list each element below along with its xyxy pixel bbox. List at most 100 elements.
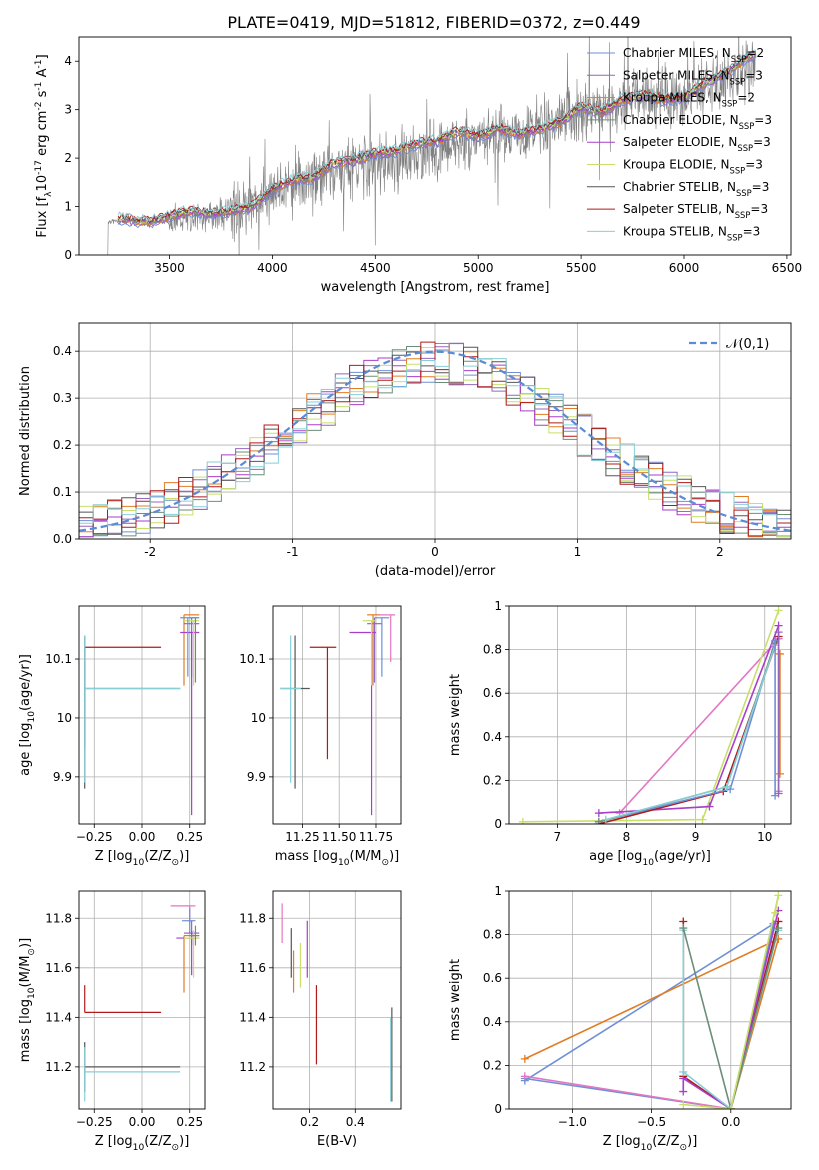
mass-weight-marker bbox=[726, 1105, 735, 1109]
mass-weight-marker bbox=[771, 908, 780, 917]
y-tick-label: 0.8 bbox=[483, 928, 502, 942]
x-tick-label: -2 bbox=[144, 545, 156, 559]
x-tick-label: 0.2 bbox=[300, 1115, 319, 1129]
mass-weight-marker bbox=[771, 636, 780, 645]
y-axis-label: mass [log10(M/M⊙)] bbox=[18, 938, 37, 1062]
y-tick-label: 0 bbox=[494, 1102, 502, 1116]
legend-entry: Chabrier STELIB, NSSP=3 bbox=[623, 180, 769, 198]
x-axis-label: mass [log10(M/M⊙)] bbox=[275, 849, 399, 868]
x-tick-label: 4000 bbox=[257, 261, 288, 275]
mass-weight-marker bbox=[774, 891, 783, 900]
legend-entry: Chabrier ELODIE, NSSP=3 bbox=[623, 113, 772, 131]
y-tick-label: 1 bbox=[494, 884, 502, 898]
mass-weight-marker bbox=[594, 817, 603, 824]
x-axis-label: Z [log10(Z/Z⊙)] bbox=[95, 1134, 190, 1153]
y-tick-label: 10.1 bbox=[239, 652, 266, 666]
mass-weight-marker bbox=[769, 919, 778, 928]
x-tick-label: 0.00 bbox=[129, 1115, 156, 1129]
mass-weight-marker bbox=[679, 1087, 688, 1096]
mass_vs_ebv-panel: 0.2 0.4 11.2 11.4 11.6 11.8 E(B-V) bbox=[239, 890, 402, 1149]
mass-weight-line bbox=[682, 927, 780, 1109]
x-tick-label: −1.0 bbox=[558, 1115, 587, 1129]
spectrum-panel: 3500 4000 4500 5000 5500 6000 6500 0 1 2 3 4 wavelen… bbox=[34, 36, 802, 295]
x-tick-label: 7 bbox=[554, 830, 562, 844]
plot-frame bbox=[508, 890, 792, 1110]
y-tick-label: 11.8 bbox=[239, 911, 266, 925]
y-tick-label: 0.4 bbox=[483, 1015, 502, 1029]
mass-weight-marker bbox=[698, 815, 707, 824]
model-spectrum-line bbox=[117, 49, 756, 221]
mass-weight-line bbox=[683, 895, 780, 1109]
y-axis-label: Normed distribution bbox=[18, 366, 33, 496]
y-tick-label: 10.1 bbox=[45, 652, 72, 666]
plot-frame bbox=[272, 890, 402, 1110]
y-tick-label: 10 bbox=[57, 711, 72, 725]
y-tick-label: 10 bbox=[251, 711, 266, 725]
y-tick-label: 0.4 bbox=[53, 344, 72, 358]
mass-weight-marker bbox=[775, 769, 784, 778]
mass-weight-marker bbox=[774, 789, 783, 798]
mass-weight-marker bbox=[518, 817, 527, 824]
y-tick-label: 0.2 bbox=[483, 773, 502, 787]
y-tick-label: 0 bbox=[494, 817, 502, 831]
x-tick-label: 0 bbox=[431, 545, 439, 559]
histogram-series bbox=[79, 358, 791, 537]
mass-weight-line bbox=[619, 638, 780, 814]
y-tick-label: 3 bbox=[64, 103, 72, 117]
y-tick-label: 9.9 bbox=[53, 770, 72, 784]
plot-frame bbox=[78, 890, 206, 1110]
y-tick-label: 11.2 bbox=[45, 1060, 72, 1074]
mass-weight-marker bbox=[679, 924, 688, 933]
mass-weight-line bbox=[682, 910, 780, 1109]
mass-weight-marker bbox=[722, 782, 731, 791]
x-tick-label: 0.4 bbox=[346, 1115, 365, 1129]
x-tick-label: −0.25 bbox=[76, 830, 113, 844]
y-tick-label: 0.1 bbox=[53, 485, 72, 499]
x-tick-label: 0.25 bbox=[176, 1115, 203, 1129]
x-axis-label: age [log10(age/yr)] bbox=[589, 849, 711, 868]
y-tick-label: 11.6 bbox=[239, 961, 266, 975]
y-tick-label: 11.4 bbox=[239, 1010, 266, 1024]
legend-entry: 𝒩(0,1) bbox=[726, 337, 769, 352]
x-tick-label: 10 bbox=[757, 830, 772, 844]
mass-weight-marker bbox=[520, 1054, 529, 1063]
y-tick-label: 11.6 bbox=[45, 961, 72, 975]
y-tick-label: 0.8 bbox=[483, 643, 502, 657]
y-tick-label: 0.2 bbox=[53, 438, 72, 452]
x-tick-label: 3500 bbox=[154, 261, 185, 275]
y-axis-label: mass weight bbox=[448, 674, 463, 756]
legend-entry: Kroupa MILES, NSSP=2 bbox=[623, 91, 755, 109]
x-tick-label: 8 bbox=[623, 830, 631, 844]
x-tick-label: 1 bbox=[574, 545, 582, 559]
x-tick-label: 5000 bbox=[463, 261, 494, 275]
legend-entry: Salpeter STELIB, NSSP=3 bbox=[623, 202, 768, 220]
mass-weight-marker bbox=[679, 1100, 688, 1109]
x-tick-label: 11.50 bbox=[322, 830, 356, 844]
mass-weight-marker bbox=[679, 1067, 688, 1076]
mass-weight-marker bbox=[774, 628, 783, 637]
x-axis-label: Z [log10(Z/Z⊙)] bbox=[603, 1134, 698, 1153]
y-tick-label: 9.9 bbox=[247, 770, 266, 784]
observed-spectrum-line bbox=[107, 37, 757, 255]
y-tick-label: 0.4 bbox=[483, 730, 502, 744]
y-tick-label: 2 bbox=[64, 151, 72, 165]
x-tick-label: 6000 bbox=[669, 261, 700, 275]
x-tick-label: 0.0 bbox=[721, 1115, 740, 1129]
x-tick-label: -1 bbox=[287, 545, 299, 559]
legend-entry: Salpeter MILES, NSSP=3 bbox=[623, 68, 763, 86]
x-tick-label: 9 bbox=[692, 830, 700, 844]
y-tick-label: 0.2 bbox=[483, 1058, 502, 1072]
y-axis-label: mass weight bbox=[448, 959, 463, 1041]
normal-distribution-curve bbox=[79, 350, 791, 532]
plot-frame bbox=[272, 605, 402, 825]
massweight_vs_Z-panel: −1.0 −0.5 0.0 0 0.2 0.4 0.6 0.8 1 Z [log10(Z/Z⊙)]… bbox=[448, 884, 792, 1153]
legend-entry: Kroupa STELIB, NSSP=3 bbox=[623, 224, 760, 242]
legend-entry: Chabrier MILES, NSSP=2 bbox=[623, 46, 764, 64]
y-tick-label: 1 bbox=[494, 599, 502, 613]
y-tick-label: 0.6 bbox=[483, 686, 502, 700]
mass-weight-marker bbox=[775, 649, 784, 658]
y-tick-label: 11.8 bbox=[45, 911, 72, 925]
plot-frame bbox=[78, 36, 792, 256]
legend-entry: Kroupa ELODIE, NSSP=3 bbox=[623, 158, 763, 176]
